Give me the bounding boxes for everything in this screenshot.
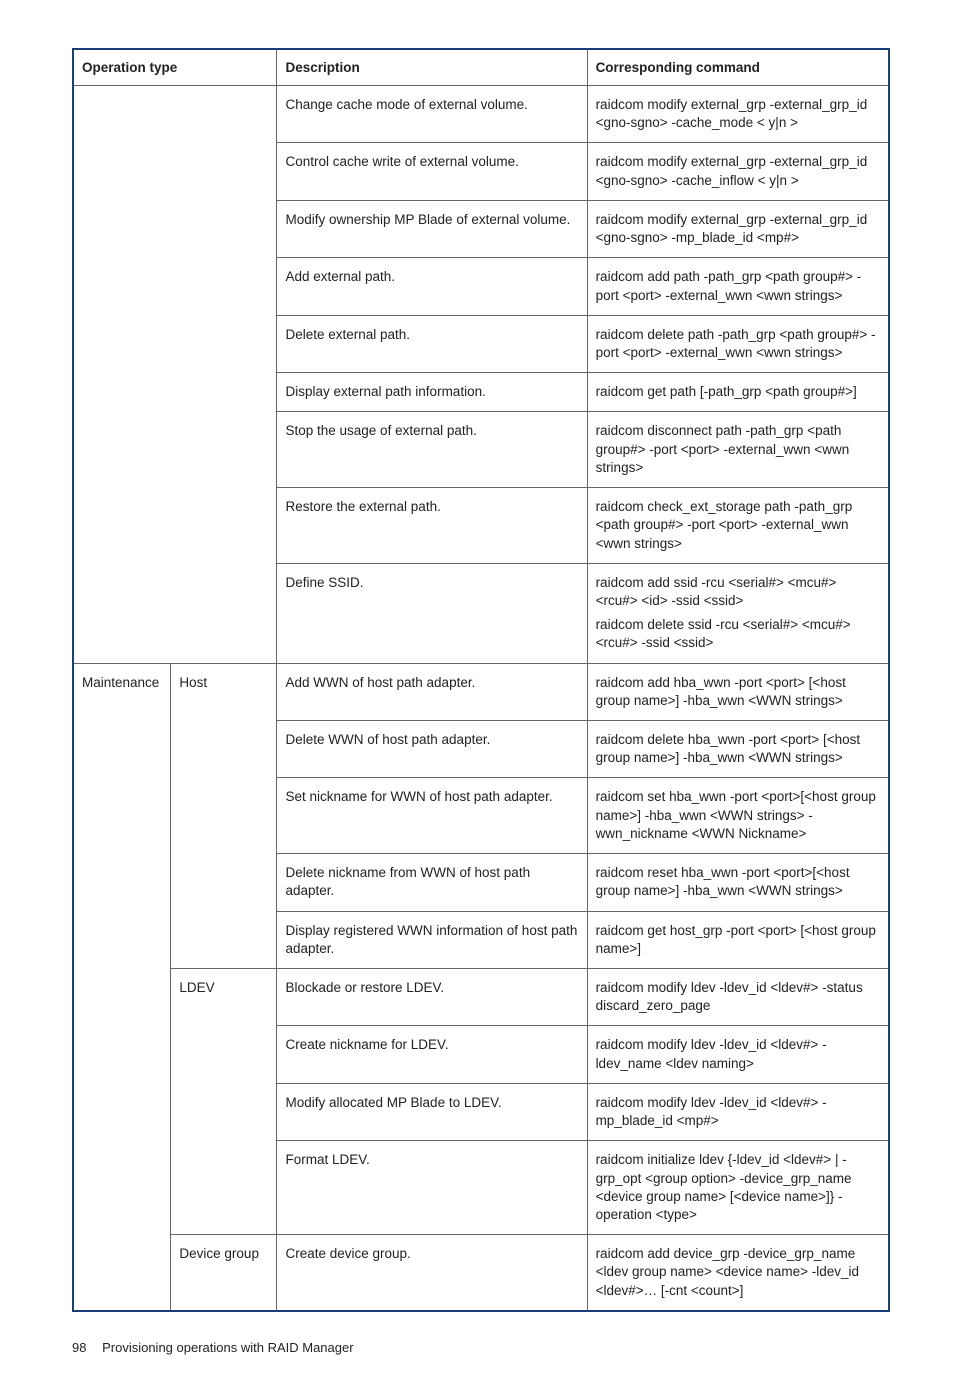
command-cell: raidcom get path [-path_grp <path group#… (587, 373, 889, 412)
description-cell: Control cache write of external volume. (277, 143, 587, 200)
command-text: raidcom modify ldev -ldev_id <ldev#> -st… (596, 979, 880, 1015)
command-text: raidcom modify ldev -ldev_id <ldev#> -ld… (596, 1036, 880, 1072)
operation-type-cell: Maintenance (73, 663, 171, 1311)
command-cell: raidcom delete hba_wwn -port <port> [<ho… (587, 721, 889, 778)
command-text: raidcom check_ext_storage path -path_grp… (596, 498, 880, 553)
description-cell: Change cache mode of external volume. (277, 86, 587, 143)
command-text: raidcom delete path -path_grp <path grou… (596, 326, 880, 362)
command-text: raidcom get host_grp -port <port> [<host… (596, 922, 880, 958)
description-cell: Add WWN of host path adapter. (277, 663, 587, 720)
table-header-row: Operation type Description Corresponding… (73, 49, 889, 86)
description-cell: Restore the external path. (277, 488, 587, 564)
description-cell: Display external path information. (277, 373, 587, 412)
table-body: Change cache mode of external volume.rai… (73, 86, 889, 1311)
page-number: 98 (72, 1340, 86, 1355)
command-text: raidcom disconnect path -path_grp <path … (596, 422, 880, 477)
header-command: Corresponding command (587, 49, 889, 86)
description-cell: Delete external path. (277, 315, 587, 372)
command-cell: raidcom add hba_wwn -port <port> [<host … (587, 663, 889, 720)
command-text: raidcom add hba_wwn -port <port> [<host … (596, 674, 880, 710)
command-cell: raidcom get host_grp -port <port> [<host… (587, 911, 889, 968)
command-text: raidcom get path [-path_grp <path group#… (596, 383, 880, 401)
command-text: raidcom set hba_wwn -port <port>[<host g… (596, 788, 880, 843)
command-cell: raidcom disconnect path -path_grp <path … (587, 412, 889, 488)
command-text: raidcom add ssid -rcu <serial#> <mcu#> <… (596, 574, 880, 610)
description-cell: Delete WWN of host path adapter. (277, 721, 587, 778)
command-cell: raidcom modify external_grp -external_gr… (587, 86, 889, 143)
document-page: Operation type Description Corresponding… (0, 0, 954, 1395)
command-cell: raidcom modify ldev -ldev_id <ldev#> -st… (587, 969, 889, 1026)
description-cell: Stop the usage of external path. (277, 412, 587, 488)
command-cell: raidcom modify ldev -ldev_id <ldev#> -mp… (587, 1083, 889, 1140)
command-cell: raidcom modify ldev -ldev_id <ldev#> -ld… (587, 1026, 889, 1083)
description-cell: Delete nickname from WWN of host path ad… (277, 854, 587, 911)
command-cell: raidcom reset hba_wwn -port <port>[<host… (587, 854, 889, 911)
operation-type-cell (73, 86, 277, 664)
description-cell: Display registered WWN information of ho… (277, 911, 587, 968)
header-description: Description (277, 49, 587, 86)
command-text: raidcom add path -path_grp <path group#>… (596, 268, 880, 304)
command-text: raidcom modify external_grp -external_gr… (596, 96, 880, 132)
command-text: raidcom delete ssid -rcu <serial#> <mcu#… (596, 616, 880, 652)
description-cell: Create device group. (277, 1235, 587, 1311)
command-cell: raidcom initialize ldev {-ldev_id <ldev#… (587, 1141, 889, 1235)
command-cell: raidcom add ssid -rcu <serial#> <mcu#> <… (587, 563, 889, 663)
table-row: LDEVBlockade or restore LDEV.raidcom mod… (73, 969, 889, 1026)
operation-subtype-cell: Host (171, 663, 277, 968)
command-text: raidcom modify external_grp -external_gr… (596, 211, 880, 247)
description-cell: Create nickname for LDEV. (277, 1026, 587, 1083)
command-text: raidcom modify external_grp -external_gr… (596, 153, 880, 189)
command-text: raidcom initialize ldev {-ldev_id <ldev#… (596, 1151, 880, 1224)
header-operation-type: Operation type (73, 49, 277, 86)
table-row: MaintenanceHostAdd WWN of host path adap… (73, 663, 889, 720)
description-cell: Format LDEV. (277, 1141, 587, 1235)
command-text: raidcom reset hba_wwn -port <port>[<host… (596, 864, 880, 900)
table-row: Device groupCreate device group.raidcom … (73, 1235, 889, 1311)
operation-subtype-cell: LDEV (171, 969, 277, 1235)
description-cell: Modify ownership MP Blade of external vo… (277, 200, 587, 257)
operation-subtype-cell: Device group (171, 1235, 277, 1311)
command-text: raidcom modify ldev -ldev_id <ldev#> -mp… (596, 1094, 880, 1130)
footer-title: Provisioning operations with RAID Manage… (102, 1340, 353, 1355)
description-cell: Set nickname for WWN of host path adapte… (277, 778, 587, 854)
command-text: raidcom add device_grp -device_grp_name … (596, 1245, 880, 1300)
table-row: Change cache mode of external volume.rai… (73, 86, 889, 143)
page-footer: 98 Provisioning operations with RAID Man… (72, 1340, 890, 1355)
description-cell: Blockade or restore LDEV. (277, 969, 587, 1026)
description-cell: Define SSID. (277, 563, 587, 663)
command-reference-table: Operation type Description Corresponding… (72, 48, 890, 1312)
command-cell: raidcom delete path -path_grp <path grou… (587, 315, 889, 372)
command-cell: raidcom modify external_grp -external_gr… (587, 143, 889, 200)
command-text: raidcom delete hba_wwn -port <port> [<ho… (596, 731, 880, 767)
command-cell: raidcom modify external_grp -external_gr… (587, 200, 889, 257)
command-cell: raidcom set hba_wwn -port <port>[<host g… (587, 778, 889, 854)
command-cell: raidcom check_ext_storage path -path_grp… (587, 488, 889, 564)
command-cell: raidcom add path -path_grp <path group#>… (587, 258, 889, 315)
description-cell: Add external path. (277, 258, 587, 315)
description-cell: Modify allocated MP Blade to LDEV. (277, 1083, 587, 1140)
command-cell: raidcom add device_grp -device_grp_name … (587, 1235, 889, 1311)
